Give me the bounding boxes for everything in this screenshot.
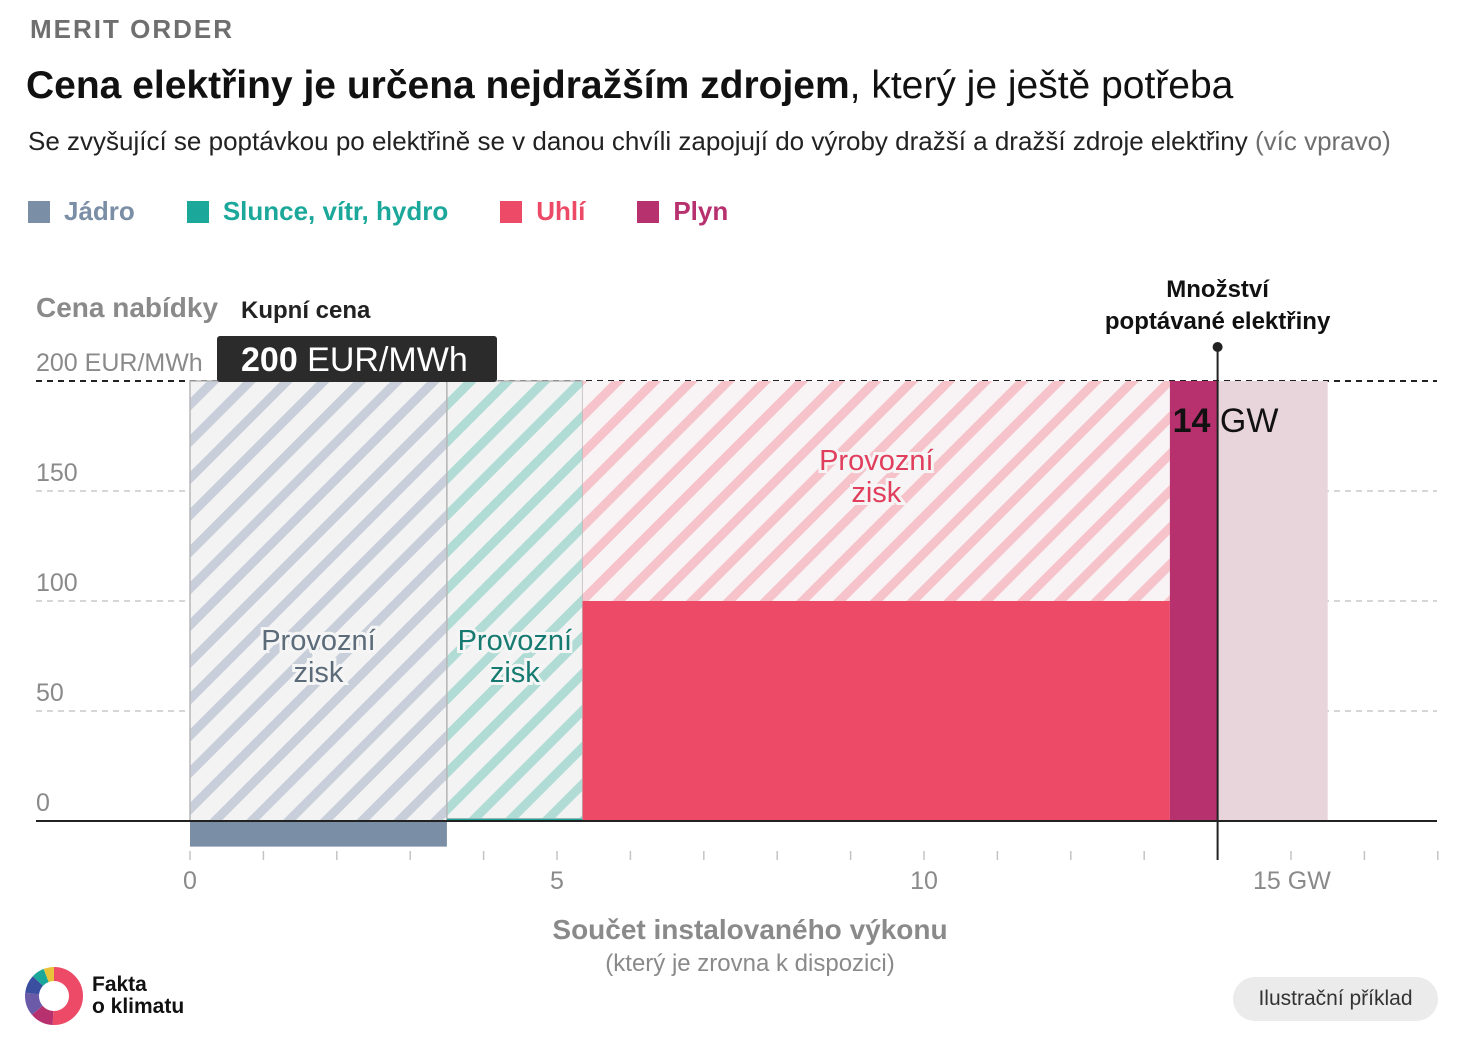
legend-item-uhli: Uhlí xyxy=(500,196,585,227)
legend-swatch xyxy=(186,200,209,223)
demand-label-line-2: poptávané elektřiny xyxy=(1105,308,1331,335)
price-bar xyxy=(446,818,583,821)
chart-subtitle: Se zvyšující se poptávkou po elektřině s… xyxy=(28,126,1391,157)
legend-item-plyn: Plyn xyxy=(637,196,728,227)
legend-swatch xyxy=(500,200,523,223)
legend-label: Plyn xyxy=(673,196,729,226)
profit-label: Provozní zisk xyxy=(819,445,933,509)
legend-swatch xyxy=(28,200,50,223)
purchase-price-value: 200 EUR/MWh xyxy=(241,341,468,379)
profit-label: Provozní zisk xyxy=(261,625,375,689)
subtitle-muted: (víc vpravo) xyxy=(1247,126,1391,156)
bars xyxy=(189,380,1328,847)
x-tick-label: 5 xyxy=(550,867,564,895)
x-tick-label: 10 xyxy=(910,867,938,895)
y-tick-label: 50 xyxy=(36,679,64,707)
chart-title: Cena elektřiny je určena nejdražším zdro… xyxy=(26,64,1233,108)
x-tick-label: 0 xyxy=(183,867,197,895)
axes xyxy=(36,342,1439,860)
y-tick-label: 150 xyxy=(36,459,78,487)
subtitle-main: Se zvyšující se poptávkou po elektřině s… xyxy=(28,126,1248,156)
purchase-price-box xyxy=(217,336,497,382)
logo-text: Fakta o klimatu xyxy=(92,974,184,1018)
demand-marker xyxy=(1212,342,1223,352)
profit-area xyxy=(446,380,584,820)
chart-title-rest: , který je ještě potřeba xyxy=(849,64,1234,107)
legend-item-obnovitelne: Slunce, vítr, hydro xyxy=(186,196,449,227)
price-bar xyxy=(582,601,1170,821)
legend: Jádro Slunce, vítr, hydro Uhlí Plyn xyxy=(28,196,780,227)
y-axis-label: Cena nabídky xyxy=(36,292,218,323)
illustrative-example-badge: Ilustrační příklad xyxy=(1233,977,1438,1021)
profit-label: Provozní zisk xyxy=(458,625,572,689)
y-tick-label: 0 xyxy=(36,789,50,817)
logo-line-2: o klimatu xyxy=(92,995,185,1018)
kicker: MERIT ORDER xyxy=(30,14,234,44)
legend-item-jadro: Jádro xyxy=(28,196,135,227)
demand-label-line-1: Množství xyxy=(1166,276,1270,303)
donut-logo-icon xyxy=(25,967,83,1025)
y-tick-label: 100 xyxy=(36,569,78,597)
x-tick-label: 15 GW xyxy=(1253,867,1331,895)
profit-area xyxy=(189,380,448,822)
y-tick-label: 200 EUR/MWh xyxy=(36,349,203,377)
legend-label: Jádro xyxy=(64,196,135,226)
price-bar xyxy=(1169,381,1218,821)
x-axis-label: Součet instalovaného výkonu xyxy=(552,914,947,945)
fakta-o-klimatu-logo: Fakta o klimatu xyxy=(24,966,184,1026)
x-axis-sublabel: (který je zrovna k dispozici) xyxy=(605,950,894,977)
price-bar xyxy=(1217,381,1328,821)
logo-line-1: Fakta xyxy=(92,973,147,996)
price-bar xyxy=(190,821,447,847)
chart-title-bold: Cena elektřiny je určena nejdražším zdro… xyxy=(26,64,850,107)
purchase-price-title: Kupní cena xyxy=(241,297,371,324)
profit-area xyxy=(582,381,1170,601)
legend-swatch xyxy=(637,200,660,223)
legend-label: Uhlí xyxy=(536,196,586,226)
demand-value: 14 GW xyxy=(1173,402,1279,440)
legend-label: Slunce, vítr, hydro xyxy=(222,196,449,226)
